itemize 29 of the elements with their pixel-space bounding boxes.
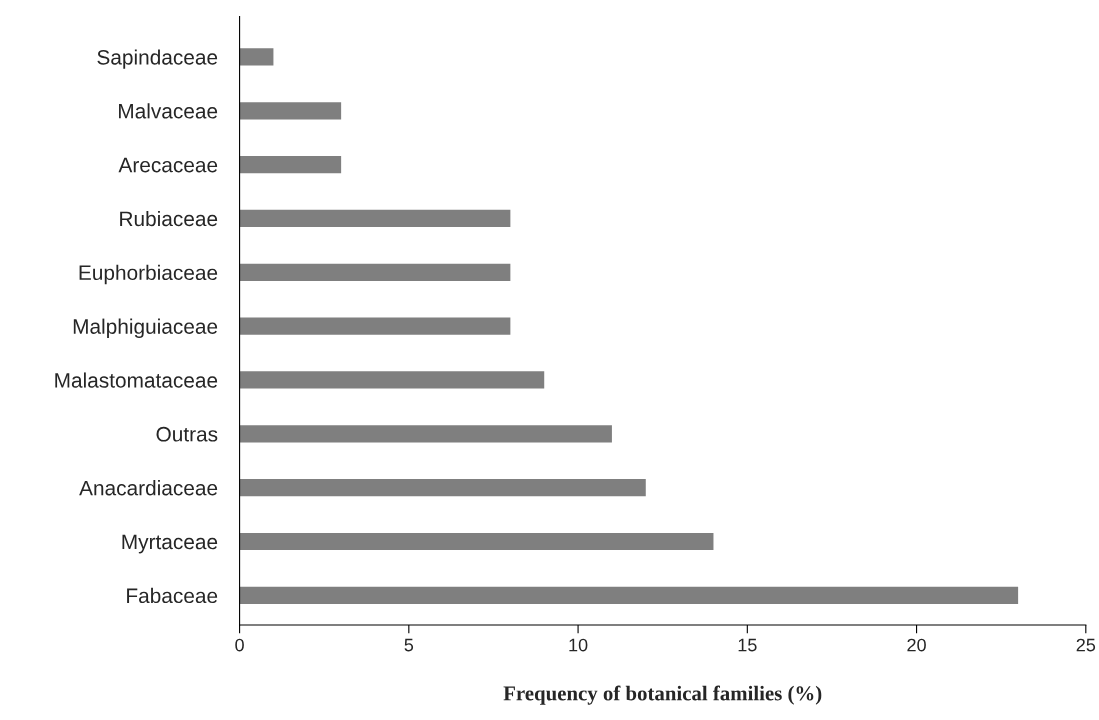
bar: [239, 371, 545, 389]
bar: [239, 263, 511, 281]
y-tick-label: Rubiaceae: [120, 210, 218, 227]
x-tick-label: 5: [404, 638, 414, 652]
bar: [239, 209, 511, 228]
bar: [239, 586, 1019, 604]
x-tick-label: 15: [738, 638, 757, 652]
y-tick-label: Sapindaceae: [97, 49, 218, 69]
y-tick-label: Malvaceae: [119, 103, 218, 119]
x-tick-label: 20: [907, 638, 926, 652]
x-tick-label: 0: [235, 638, 244, 652]
y-tick-label: Fabaceae: [127, 587, 218, 604]
bar: [239, 48, 274, 66]
y-tick-label: Anacardiaceae: [79, 480, 218, 496]
x-axis-title: Frequency of botanical families (%): [503, 685, 822, 705]
bar: [239, 532, 714, 551]
y-tick-label: Malastomataceae: [55, 372, 218, 388]
bar: [239, 156, 342, 174]
bar: [239, 317, 511, 335]
y-tick-label: Outras: [156, 426, 218, 442]
bar: [239, 102, 342, 120]
y-tick-label: Malphiguiaceae: [73, 318, 218, 339]
x-tick-label: 10: [569, 638, 588, 652]
y-tick-label: Arecaceae: [118, 157, 218, 173]
x-tick-label: 25: [1076, 638, 1096, 652]
y-tick-label: Euphorbiaceae: [79, 264, 218, 285]
bar: [239, 479, 646, 497]
y-tick-label: Myrtaceae: [122, 534, 218, 554]
bar: [239, 425, 612, 443]
